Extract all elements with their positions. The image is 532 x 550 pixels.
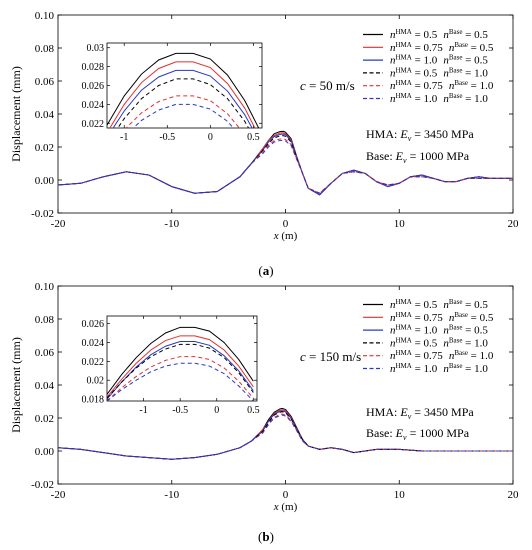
legend-label: nHMA = 0.75 nBase = 0.5 xyxy=(390,311,494,324)
x-tick-label: 10 xyxy=(394,489,406,501)
x-tick-label: 10 xyxy=(394,218,406,230)
y-axis-label: Displacement (mm) xyxy=(9,337,23,433)
legend-label: nHMA = 0.75 nBase = 0.5 xyxy=(390,41,494,54)
inset-y-tick-label: 0.024 xyxy=(82,338,105,349)
inset-series-line-5 xyxy=(125,95,240,128)
legend-label: nHMA = 0.5 nBase = 1.0 xyxy=(390,336,488,349)
y-tick-label: 0.04 xyxy=(35,380,55,392)
series-line-4 xyxy=(58,135,513,194)
chart-panel-b: -0.020.000.020.040.060.080.10-20 -10 0 10 20… xyxy=(9,281,519,513)
inset-y-tick-label: 0.022 xyxy=(82,357,105,368)
panel-label: (b) xyxy=(258,529,274,544)
inset-x-tick-label: -1 xyxy=(120,132,128,143)
inset-y-tick-label: 0.03 xyxy=(87,43,105,54)
series-line-5 xyxy=(58,413,513,460)
inset-x-tick-label: -0.5 xyxy=(159,132,175,143)
inset-x-tick-label: 0.5 xyxy=(247,405,260,416)
legend-label: nHMA = 0.75 nBase = 1.0 xyxy=(390,79,494,92)
x-tick-label: -10 xyxy=(164,218,179,230)
inset-x-tick-label: -0.5 xyxy=(172,405,188,416)
y-tick-label: 0.00 xyxy=(35,446,55,458)
inset-y-tick-label: 0.018 xyxy=(82,395,105,406)
inset-y-tick-label: 0.028 xyxy=(82,62,105,73)
x-tick-label: -20 xyxy=(51,218,66,230)
y-tick-label: 0.00 xyxy=(35,175,55,187)
y-tick-label: 0.04 xyxy=(35,109,55,121)
legend-label: nHMA = 0.5 nBase = 0.5 xyxy=(390,298,488,311)
y-tick-label: 0.08 xyxy=(35,43,55,55)
y-tick-label: -0.02 xyxy=(31,479,54,491)
inset-chart: 0.018 0.02 0.022 0.024 0.026 -1 -0.5 0 0.5 xyxy=(82,315,260,416)
panel-label: (a) xyxy=(258,263,273,278)
series-line-6 xyxy=(58,139,513,194)
inset-y-tick-label: 0.022 xyxy=(82,119,105,130)
inset-series-line-2 xyxy=(109,61,256,128)
inset-series-line-6 xyxy=(107,362,254,401)
inset-series-line-1 xyxy=(107,52,260,128)
speed-annotation: c = 150 m/s xyxy=(300,349,361,364)
inset-series-line-5 xyxy=(107,356,254,401)
x-tick-label: -10 xyxy=(164,489,179,501)
inset-series-line-2 xyxy=(107,335,254,398)
series-line-5 xyxy=(58,138,513,194)
x-tick-label: 20 xyxy=(508,489,520,501)
x-tick-label: 0 xyxy=(283,489,289,501)
y-tick-label: 0.06 xyxy=(35,347,55,359)
legend-label: nHMA = 0.75 nBase = 1.0 xyxy=(390,349,494,362)
y-tick-label: 0.02 xyxy=(35,413,54,425)
inset-series-line-1 xyxy=(107,326,254,395)
inset-chart: 0.022 0.024 0.026 0.028 0.03 -1 -0.5 0 0.5 xyxy=(82,42,263,143)
x-axis-label: x (m) xyxy=(273,230,298,242)
inset-y-tick-label: 0.02 xyxy=(87,376,105,387)
speed-annotation: c = 50 m/s xyxy=(300,78,355,93)
y-tick-label: 0.08 xyxy=(35,314,55,326)
legend-label: nHMA = 1.0 nBase = 1.0 xyxy=(390,362,488,375)
y-tick-label: -0.02 xyxy=(31,208,54,220)
x-axis-label: x (m) xyxy=(273,501,298,513)
annotation-hma: HMA: Ev = 3450 MPa xyxy=(366,127,474,143)
series-line-4 xyxy=(58,411,513,460)
inset-frame xyxy=(106,42,263,129)
y-axis-label: Displacement (mm) xyxy=(9,66,23,162)
y-tick-label: 0.06 xyxy=(35,76,55,88)
inset-y-tick-label: 0.026 xyxy=(82,81,105,92)
annotation-base: Base: Ev = 1000 MPa xyxy=(366,149,470,165)
legend-label: nHMA = 1.0 nBase = 0.5 xyxy=(390,54,488,67)
inset-series-line-4 xyxy=(107,343,254,399)
x-tick-label: 0 xyxy=(283,218,289,230)
y-tick-label: 0.10 xyxy=(35,281,55,293)
inset-series-line-3 xyxy=(112,69,253,128)
legend-label: nHMA = 1.0 nBase = 0.5 xyxy=(390,324,488,337)
x-tick-label: 20 xyxy=(508,218,520,230)
inset-series-line-4 xyxy=(117,78,250,128)
chart-panel-a: -0.020.000.020.040.060.080.10-20 -10 0 10 20… xyxy=(9,10,519,242)
y-tick-label: 0.02 xyxy=(35,142,54,154)
annotation-base: Base: Ev = 1000 MPa xyxy=(366,426,470,442)
y-tick-label: 0.10 xyxy=(35,10,55,22)
legend-label: nHMA = 0.5 nBase = 1.0 xyxy=(390,66,488,79)
series-line-6 xyxy=(58,414,513,460)
inset-x-tick-label: 0 xyxy=(214,405,219,416)
series-line-3 xyxy=(58,133,513,196)
inset-x-tick-label: 0 xyxy=(208,132,213,143)
annotation-hma: HMA: Ev = 3450 MPa xyxy=(366,405,474,421)
inset-y-tick-label: 0.024 xyxy=(82,100,105,111)
legend-label: nHMA = 0.5 nBase = 0.5 xyxy=(390,28,488,41)
inset-y-tick-label: 0.026 xyxy=(82,319,105,330)
x-tick-label: -20 xyxy=(51,489,66,501)
inset-x-tick-label: -1 xyxy=(139,405,147,416)
legend-label: nHMA = 1.0 nBase = 1.0 xyxy=(390,92,488,105)
inset-frame xyxy=(106,315,258,402)
inset-x-tick-label: 0.5 xyxy=(247,132,260,143)
